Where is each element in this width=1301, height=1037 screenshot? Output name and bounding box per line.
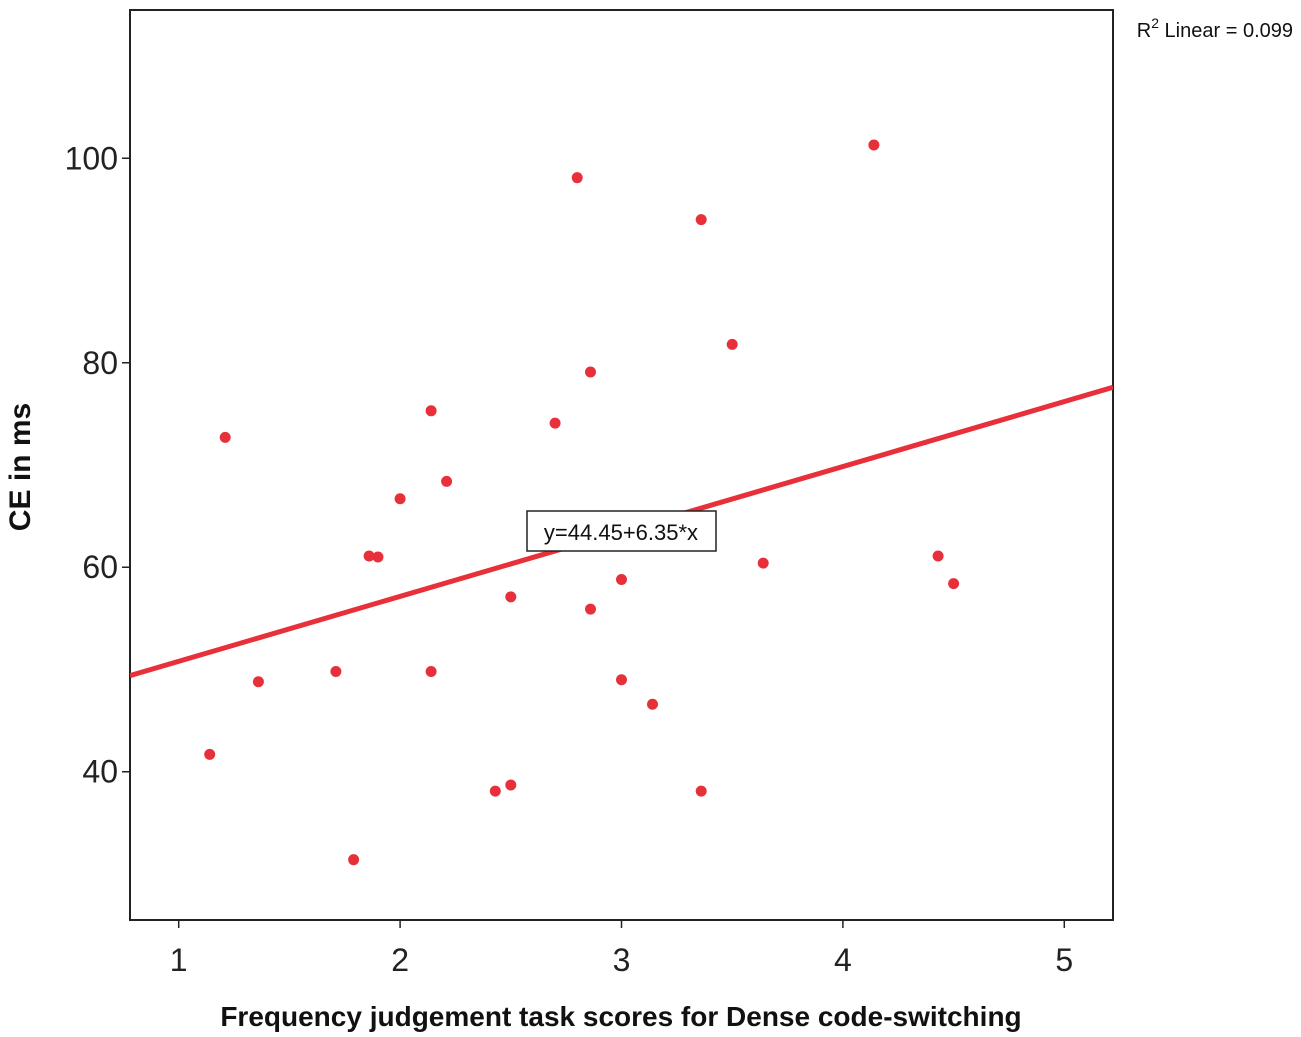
data-point [425,666,437,678]
x-axis-title: Frequency judgement task scores for Dens… [220,1001,1021,1032]
equation-box-frame [526,510,717,552]
data-point [948,578,960,590]
equation-label: y=44.45+6.35*x [544,520,698,545]
data-points [204,139,960,866]
data-point [646,698,658,710]
data-point [363,550,375,562]
data-point [757,557,769,569]
data-point [505,591,517,603]
r-squared-label: R2 Linear = 0.099 [1137,15,1293,42]
y-tick-label: 80 [82,345,118,381]
data-point [571,172,583,184]
x-axis: 1 2 3 4 5 [170,920,1073,978]
equation-box: y=44.45+6.35*x [526,510,717,552]
data-point [489,785,501,797]
data-point [585,603,597,615]
data-point [330,666,342,678]
data-point [425,405,437,417]
data-point [348,854,360,866]
data-point [616,574,627,586]
y-axis-title: CE in ms [4,403,37,531]
data-point [695,214,707,226]
y-tick-label: 60 [82,549,118,585]
data-point [204,748,216,760]
data-point [252,676,264,688]
data-point [505,779,517,791]
data-point [549,417,561,429]
x-tick-label: 1 [170,942,188,978]
data-point [695,785,707,797]
y-tick-label: 40 [82,754,118,790]
x-tick-label: 2 [391,942,409,978]
x-tick-label: 4 [834,942,852,978]
x-tick-label: 3 [613,942,631,978]
data-point [868,139,880,151]
data-point [441,475,453,487]
data-point [932,550,944,562]
y-axis: 40 60 80 100 [65,140,130,790]
data-point [372,551,384,563]
data-point [616,674,627,686]
data-point [394,493,406,505]
y-tick-label: 100 [65,140,118,176]
data-point [726,338,738,350]
data-point [585,366,597,378]
plot-frame [129,9,1114,921]
data-point [219,431,231,443]
x-tick-label: 5 [1055,942,1073,978]
